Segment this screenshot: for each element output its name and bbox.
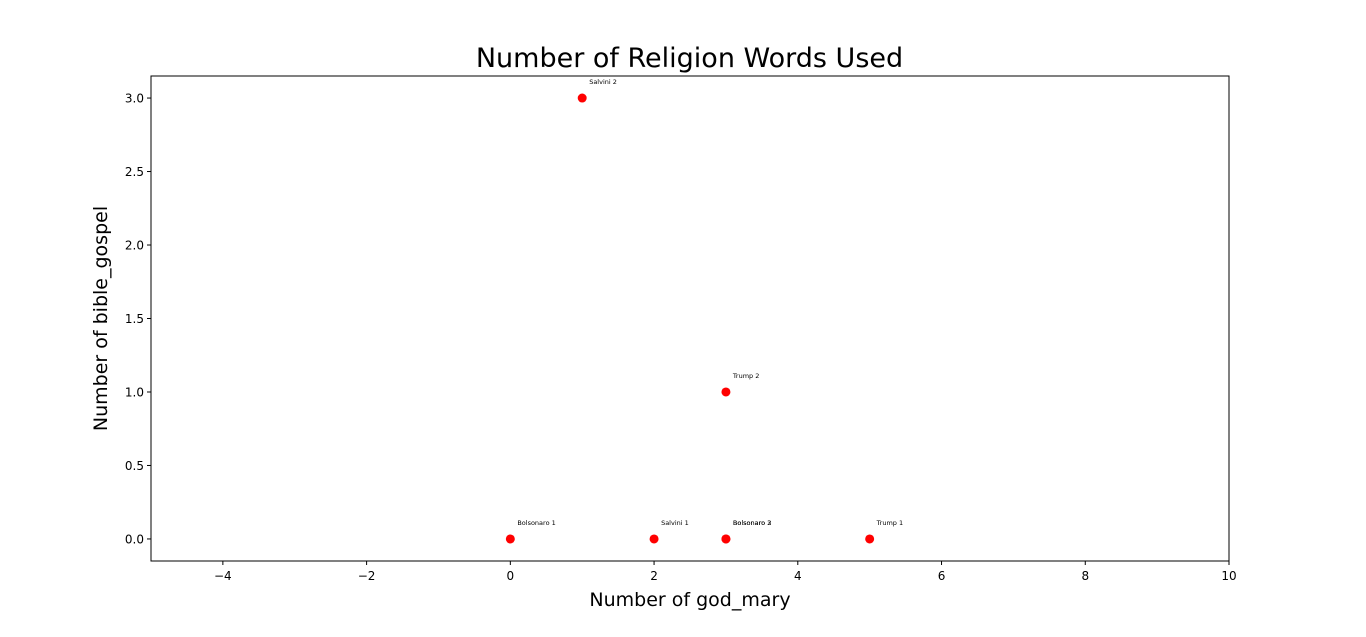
x-tick-label: −2: [358, 569, 376, 583]
x-tick-label: 10: [1221, 569, 1236, 583]
y-tick-label: 0.5: [125, 459, 144, 473]
x-axis: −4 −2 0 2 4 6 8 10: [214, 561, 1237, 583]
scatter-point: [721, 534, 731, 544]
y-axis: 0.0 0.5 1.0 1.5 2.0 2.5 3.0: [125, 92, 151, 546]
x-tick-label: 4: [794, 569, 802, 583]
x-axis-title: Number of god_mary: [589, 589, 790, 611]
data-points: [505, 93, 875, 544]
scatter-point: [721, 387, 731, 397]
x-tick-label: 2: [650, 569, 658, 583]
data-point-labels: Bolsonaro 1 Salvini 1 Bolsonaro 2Bolsonaro…: [517, 78, 903, 527]
point-label: Bolsonaro 3: [733, 519, 771, 527]
point-label: Salvini 2: [589, 78, 617, 86]
point-label: Bolsonaro 2: [733, 519, 771, 527]
y-tick-label: 2.5: [125, 165, 144, 179]
scatter-point: [865, 534, 875, 544]
x-tick-label: 0: [507, 569, 515, 583]
chart-title: Number of Religion Words Used: [476, 43, 903, 74]
scatter-point: [577, 93, 587, 103]
x-tick-label: 6: [938, 569, 946, 583]
scatter-point: [505, 534, 515, 544]
y-tick-label: 0.0: [125, 532, 144, 546]
y-tick-label: 1.0: [125, 385, 144, 399]
point-label: Trump 2: [732, 372, 759, 380]
y-tick-label: 2.0: [125, 239, 144, 253]
y-tick-label: 3.0: [125, 92, 144, 106]
plot-area-frame: [150, 75, 1230, 562]
scatter-point: [649, 534, 659, 544]
x-tick-label: −4: [214, 569, 232, 583]
point-label: Salvini 1: [661, 519, 689, 527]
point-label: Bolsonaro 1: [517, 519, 555, 527]
y-axis-title: Number of bible_gospel: [90, 206, 112, 431]
x-tick-label: 8: [1081, 569, 1089, 583]
point-label: Trump 1: [876, 519, 903, 527]
y-tick-label: 1.5: [125, 312, 144, 326]
